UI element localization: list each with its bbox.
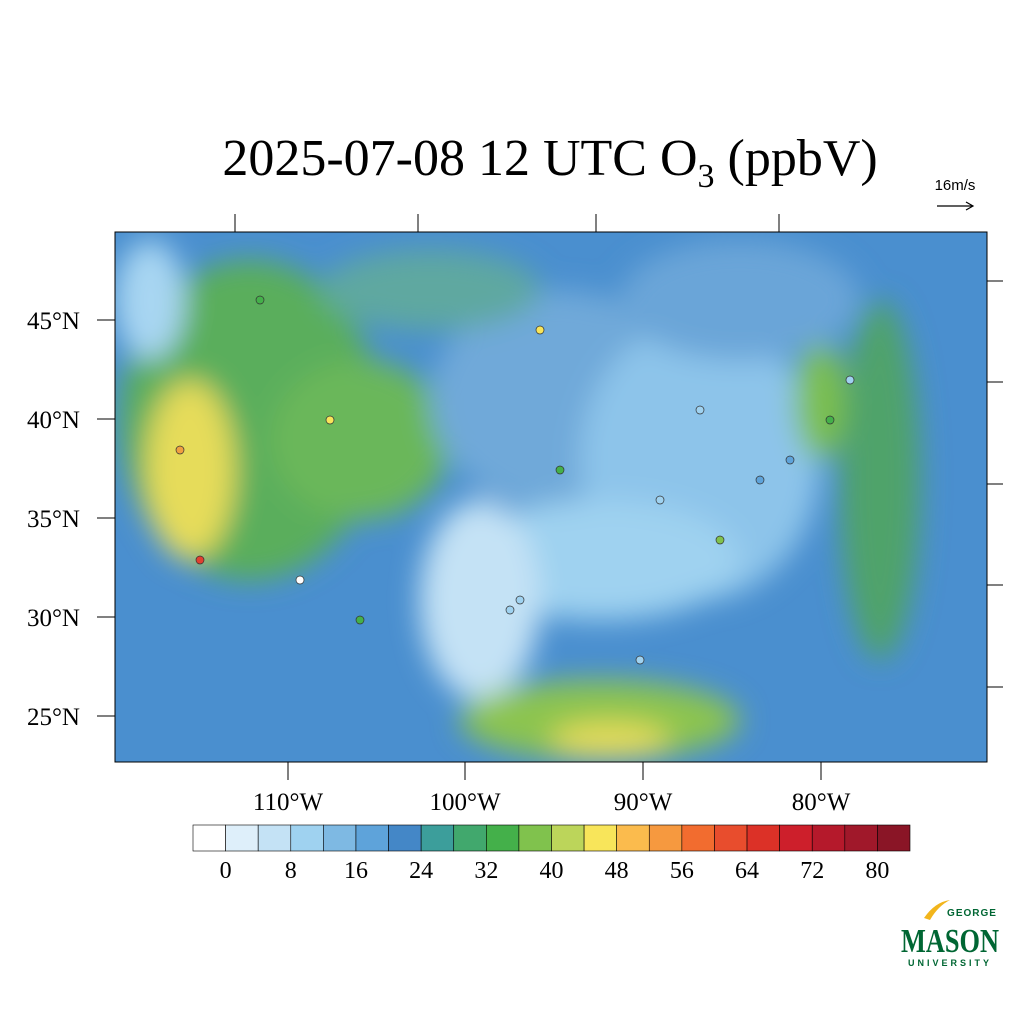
- colorbar-box: [388, 824, 422, 852]
- colorbar-box: [225, 824, 259, 852]
- colorbar-box: [681, 824, 715, 852]
- colorbar-box: [453, 824, 487, 852]
- colorbar-tick-label: 56: [670, 858, 694, 884]
- map-frame: [114, 231, 988, 763]
- logo: GEORGE MASON UNIVERSITY: [901, 900, 999, 968]
- colorbar-box: [714, 824, 748, 852]
- colorbar-box: [290, 824, 324, 852]
- logo-bottom: UNIVERSITY: [908, 958, 992, 968]
- colorbar-box: [420, 824, 455, 852]
- colorbar-tick-label: 0: [220, 858, 232, 884]
- logo-top: GEORGE: [947, 908, 997, 919]
- logo-swoosh: [924, 900, 950, 920]
- colorbar-box: [746, 824, 780, 852]
- colorbar: 0 8 16 24 32 40 48 56 64 72 80: [192, 824, 911, 884]
- lon-label: 90°W: [614, 789, 673, 816]
- colorbar-box: [811, 824, 846, 852]
- colorbar-tick-label: 8: [285, 858, 297, 884]
- logo-main: MASON: [901, 923, 999, 960]
- lon-label: 110°W: [253, 789, 324, 816]
- colorbar-box: [583, 824, 617, 852]
- lon-label: 100°W: [429, 789, 500, 816]
- colorbar-box: [648, 824, 683, 852]
- colorbar-box: [844, 824, 878, 852]
- title: 2025-07-08 12 UTC O3 (ppbV): [222, 130, 877, 195]
- lon-label: 80°W: [792, 789, 851, 816]
- lat-label: 35°N: [27, 506, 80, 533]
- lat-label: 25°N: [27, 704, 80, 731]
- colorbar-box: [323, 824, 357, 852]
- colorbar-box: [877, 824, 911, 852]
- colorbar-box: [486, 824, 520, 852]
- wind-scale-arrowhead: [965, 201, 975, 211]
- colorbar-box: [551, 824, 585, 852]
- colorbar-tick-label: 32: [474, 858, 498, 884]
- colorbar-tick-label: 48: [605, 858, 629, 884]
- colorbar-box: [779, 824, 813, 852]
- colorbar-box: [355, 824, 389, 852]
- map-field: [115, 232, 987, 762]
- colorbar-tick-label: 40: [540, 858, 564, 884]
- station-markers: [175, 295, 855, 665]
- lat-label: 30°N: [27, 605, 80, 632]
- axis-labels: 45°N 40°N 35°N 30°N 25°N 110°W 100°W 90°W 80°W: [27, 308, 851, 816]
- lat-label: 45°N: [27, 308, 80, 335]
- colorbar-tick-label: 24: [409, 858, 433, 884]
- colorbar-tick-label: 64: [735, 858, 759, 884]
- colorbar-tick-label: 80: [865, 858, 889, 884]
- colorbar-box: [616, 824, 650, 852]
- colorbar-tick-label: 72: [800, 858, 824, 884]
- colorbar-box: [192, 824, 226, 852]
- colorbar-tick-label: 16: [344, 858, 368, 884]
- colorbar-box: [257, 824, 292, 852]
- field-patches: [115, 240, 920, 760]
- lat-label: 40°N: [27, 407, 80, 434]
- frame-ticks: [97, 214, 1003, 780]
- colorbar-box: [518, 824, 552, 852]
- wind-scale-label: 16m/s: [935, 177, 976, 194]
